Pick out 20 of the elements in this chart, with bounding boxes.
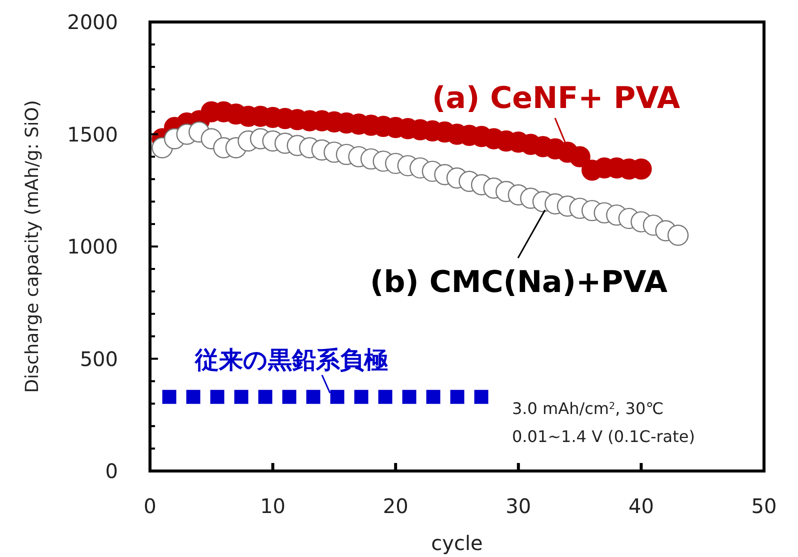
annotation: 0.01~1.4 V (0.1C-rate) xyxy=(512,427,695,446)
point xyxy=(569,146,590,168)
series-label: (a) CeNF+ PVA xyxy=(432,81,681,116)
y-tick-label: 2000 xyxy=(67,10,118,34)
x-tick-label: 50 xyxy=(751,494,777,518)
y-tick-label: 1000 xyxy=(67,234,118,258)
x-tick-label: 40 xyxy=(628,494,654,518)
series-label: (b) CMC(Na)+PVA xyxy=(370,265,668,300)
point xyxy=(667,224,689,246)
x-tick-label: 30 xyxy=(506,494,532,518)
y-tick-label: 0 xyxy=(105,459,118,483)
y-tick-label: 500 xyxy=(80,346,118,371)
x-tick-label: 10 xyxy=(260,494,286,518)
x-tick-label: 0 xyxy=(144,494,156,518)
series-label: 従来の黒鉛系負極 xyxy=(194,346,388,374)
annotation: 3.0 mAh/cm$^{2}$, 30℃ xyxy=(512,399,664,418)
x-tick-label: 20 xyxy=(382,494,408,518)
y-axis-title: Discharge capacity (mAh/g: SiO) xyxy=(22,100,43,393)
y-tick-label: 1500 xyxy=(67,122,118,146)
x-axis-title: cycle xyxy=(431,531,483,555)
